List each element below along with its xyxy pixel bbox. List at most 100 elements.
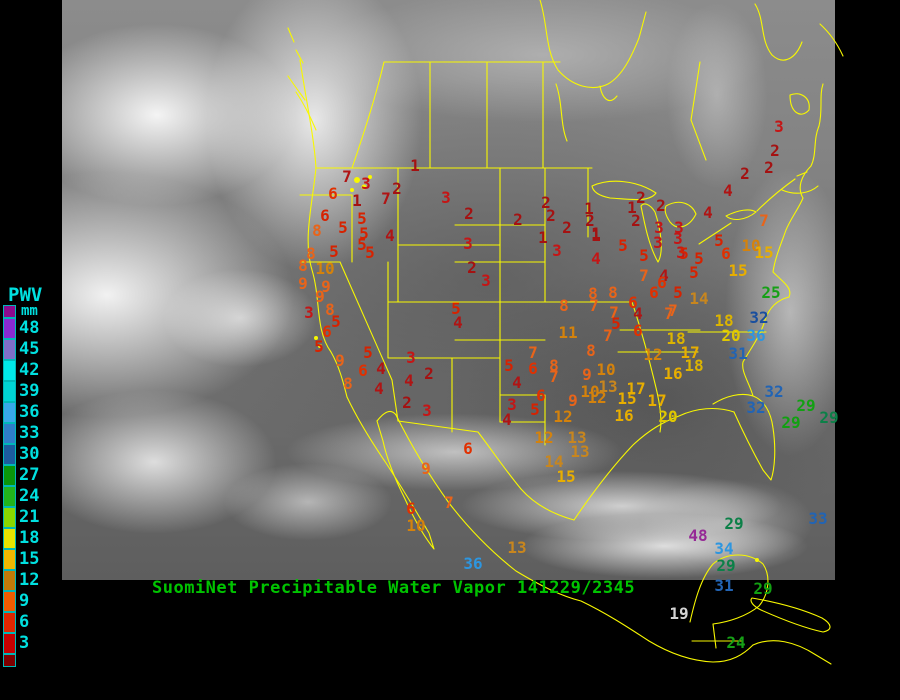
station-value: 11 [558, 323, 578, 342]
station-value: 12 [534, 428, 554, 447]
station-value: 6 [721, 244, 731, 263]
station-value: 29 [724, 514, 744, 533]
station-value: 8 [549, 356, 559, 375]
station-value: 2 [541, 193, 551, 212]
station-value: 8 [608, 283, 618, 302]
station-value: 6 [320, 206, 330, 225]
station-value: 5 [611, 314, 621, 333]
station-value: 3 [304, 303, 314, 322]
station-value: 1 [627, 198, 637, 217]
legend-swatch [3, 423, 16, 444]
legend-entry: 30 [3, 444, 42, 465]
station-value: 3 [481, 271, 491, 290]
station-value: 7 [664, 304, 674, 323]
station-value: 5 [639, 246, 649, 265]
station-value: 2 [770, 141, 780, 160]
station-value: 8 [325, 300, 335, 319]
station-value: 1 [410, 156, 420, 175]
caption-text: SuomiNet Precipitable Water Vapor 141229… [152, 578, 636, 598]
legend-swatch [3, 465, 16, 486]
station-value: 5 [331, 312, 341, 331]
station-value: 7 [381, 189, 391, 208]
station-value: 8 [588, 284, 598, 303]
station-value: 7 [603, 326, 613, 345]
legend-value-label: 45 [19, 339, 40, 359]
station-value: 7 [444, 493, 454, 512]
station-value: 5 [357, 209, 367, 228]
station-value: 1 [591, 226, 601, 245]
station-value: 3 [406, 348, 416, 367]
legend-value-label: 21 [19, 507, 40, 527]
station-value: 19 [669, 604, 689, 623]
station-value: 17 [647, 391, 667, 410]
station-value: 1 [352, 191, 362, 210]
station-value: 5 [359, 224, 369, 243]
station-value: 3 [654, 218, 664, 237]
station-value: 4 [633, 304, 643, 323]
station-value: 3 [552, 241, 562, 260]
station-value: 4 [502, 410, 512, 429]
pwv-legend: PWV mm 48 45 42 39 36 33 30 27 24 21 18 15 12 9 6 3 [3, 286, 42, 667]
station-value: 8 [306, 244, 316, 263]
station-value: 32 [764, 382, 784, 401]
legend-swatch [3, 318, 16, 339]
legend-entry: 12 [3, 570, 42, 591]
legend-swatch [3, 486, 16, 507]
station-value: 10 [406, 516, 426, 535]
legend-value-label: 42 [19, 360, 40, 380]
station-value: 1 [591, 224, 601, 243]
station-value: 8 [298, 256, 308, 275]
station-value: 5 [689, 263, 699, 282]
legend-value-label: 3 [19, 633, 30, 653]
legend-entry: 21 [3, 507, 42, 528]
legend-entry: 3 [3, 633, 42, 654]
station-value: 6 [528, 359, 538, 378]
station-value: 2 [631, 211, 641, 230]
station-value: 36 [746, 326, 766, 345]
station-value: 7 [639, 266, 649, 285]
station-value: 2 [546, 206, 556, 225]
station-value: 32 [749, 308, 769, 327]
station-value: 31 [728, 344, 748, 363]
station-value: 29 [819, 408, 839, 427]
station-value: 2 [392, 179, 402, 198]
station-value: 10 [596, 360, 616, 379]
station-value: 29 [716, 556, 736, 575]
station-value: 6 [633, 321, 643, 340]
station-value: 3 [774, 117, 784, 136]
station-value: 17 [680, 343, 700, 362]
legend-bottom-cap-row [3, 654, 42, 667]
station-value: 29 [753, 579, 773, 598]
legend-entry: 9 [3, 591, 42, 612]
station-value: 4 [374, 379, 384, 398]
legend-top-cap-row: mm [3, 304, 42, 318]
station-value: 20 [658, 407, 678, 426]
legend-entry: 33 [3, 423, 42, 444]
station-value: 9 [421, 459, 431, 478]
station-value: 17 [626, 379, 646, 398]
legend-swatch [3, 570, 16, 591]
legend-entry: 15 [3, 549, 42, 570]
legend-value-label: 48 [19, 318, 40, 338]
station-value: 32 [746, 398, 766, 417]
station-value: 5 [314, 337, 324, 356]
station-value: 15 [556, 467, 576, 486]
station-value: 6 [406, 499, 416, 518]
station-value: 3 [676, 243, 686, 262]
station-value: 10 [580, 382, 600, 401]
station-value: 2 [424, 364, 434, 383]
station-value: 9 [321, 277, 331, 296]
station-value: 25 [761, 283, 781, 302]
legend-value-label: 30 [19, 444, 40, 464]
station-value: 8 [343, 374, 353, 393]
station-value: 6 [463, 439, 473, 458]
station-value: 20 [721, 326, 741, 345]
station-value: 4 [453, 313, 463, 332]
legend-entry: 45 [3, 339, 42, 360]
station-value: 4 [703, 203, 713, 222]
station-value: 12 [553, 407, 573, 426]
station-value: 24 [726, 633, 746, 652]
station-value: 9 [582, 365, 592, 384]
cuba-outline [750, 597, 831, 633]
station-value: 6 [536, 386, 546, 405]
